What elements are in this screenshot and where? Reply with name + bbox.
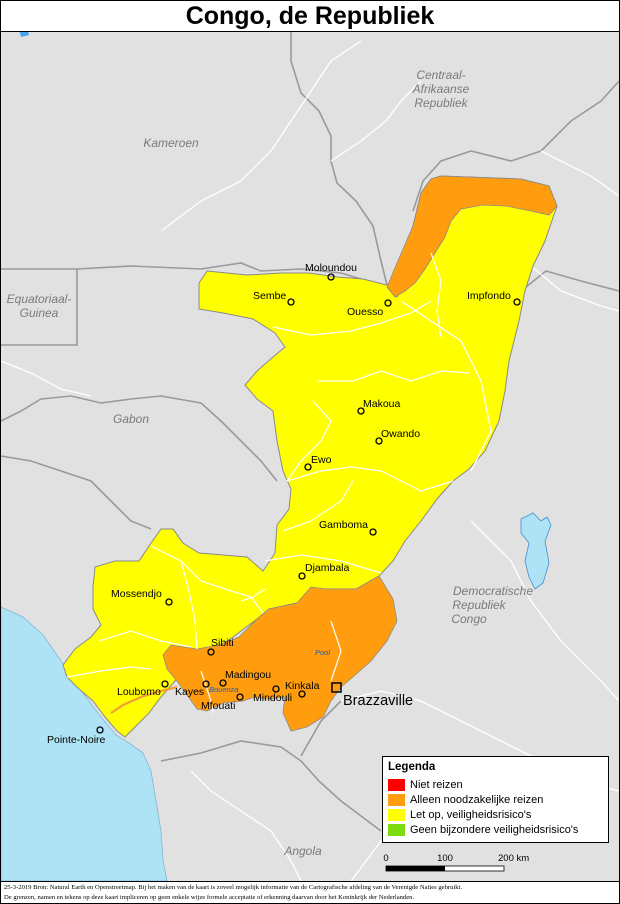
department-borders (66, 252, 470, 714)
legend: Legenda Niet reizen Alleen noodzakelijke… (382, 756, 609, 843)
scale-label-100: 100 (437, 853, 453, 864)
label-bouenza: Bouenza (209, 685, 239, 694)
capital-marker (331, 682, 342, 693)
label-city: Sibiti (211, 637, 234, 649)
city-marker (219, 679, 227, 687)
label-city: Madingou (225, 669, 271, 681)
label-city: Pointe-Noire (47, 734, 106, 746)
atlantic-ocean (1, 606, 168, 881)
label-eq-guinea: Guinea (20, 306, 59, 320)
legend-label: Niet reizen (410, 778, 463, 791)
legend-label: Geen bijzondere veiligheidsrisico's (410, 823, 579, 836)
label-city: Mossendjo (111, 588, 162, 600)
label-drc: Republiek (452, 598, 506, 612)
city-marker (287, 298, 295, 306)
legend-item-geen-risico: Geen bijzondere veiligheidsrisico's (388, 822, 603, 837)
label-city: Kayes (175, 686, 204, 698)
label-city: Mindouli (253, 692, 292, 704)
label-city: Sembe (253, 290, 286, 302)
city-marker (96, 726, 104, 734)
city-marker (207, 648, 215, 656)
lake (520, 512, 552, 590)
label-city: Ouesso (347, 306, 383, 318)
city-marker (513, 298, 521, 306)
legend-label: Let op, veiligheidsrisico's (410, 808, 532, 821)
map-title: Congo, de Republiek (1, 1, 619, 32)
label-car: Republiek (414, 96, 468, 110)
country-borders (1, 32, 619, 832)
city-marker (165, 598, 173, 606)
scale-label-0: 0 (383, 853, 388, 864)
city-marker (304, 463, 312, 471)
label-eq-guinea: Equatoriaal- (7, 292, 72, 306)
label-car: Afrikaanse (412, 82, 470, 96)
label-city: Owando (381, 428, 420, 440)
small-lake (19, 32, 29, 37)
niari-river (110, 685, 178, 714)
label-city: Makoua (363, 398, 401, 410)
label-cameroon: Kameroen (143, 136, 199, 150)
label-pool: Pool (315, 648, 330, 657)
label-car: Centraal- (416, 68, 465, 82)
label-drc: Congo (451, 612, 487, 626)
footer-source: 25-3-2019 Bron: Natural Earth en Openstr… (1, 881, 619, 903)
scale-label-200: 200 km (498, 853, 529, 864)
label-city: Mfouati (201, 700, 235, 712)
map[interactable]: Centraal- Afrikaanse Republiek Kameroen … (1, 32, 619, 881)
congo-orange-south[interactable] (162, 575, 398, 732)
legend-swatch (388, 778, 405, 791)
scale-bar: 0 100 200 km (383, 853, 529, 872)
legend-label: Alleen noodzakelijke reizen (410, 793, 544, 806)
footer-line-2: De grenzen, namen en tekens op deze kaar… (4, 894, 415, 901)
label-drc: Democratische (453, 584, 533, 598)
city-marker (298, 572, 306, 580)
label-city: Gamboma (319, 519, 368, 531)
label-city: Kinkala (285, 680, 320, 692)
label-city: Loubomo (117, 686, 161, 698)
label-city: Moloundou (305, 262, 357, 274)
city-marker (357, 407, 365, 415)
congo-yellow-zone[interactable] (62, 175, 558, 738)
legend-item-alleen-noodzakelijk: Alleen noodzakelijke reizen (388, 792, 603, 807)
city-marker (327, 273, 335, 281)
city-marker (375, 437, 383, 445)
legend-item-niet-reizen: Niet reizen (388, 777, 603, 792)
label-city: Impfondo (467, 290, 511, 302)
label-city: Ewo (311, 454, 332, 466)
city-marker (384, 299, 392, 307)
label-capital: Brazzaville (343, 693, 413, 709)
city-marker (161, 680, 169, 688)
label-angola: Angola (283, 844, 322, 858)
legend-item-let-op: Let op, veiligheidsrisico's (388, 807, 603, 822)
label-gabon: Gabon (113, 412, 149, 426)
city-marker (369, 528, 377, 536)
legend-swatch (388, 823, 405, 836)
city-marker (202, 680, 210, 688)
legend-swatch (388, 808, 405, 821)
footer-line-1: 25-3-2019 Bron: Natural Earth en Openstr… (4, 884, 462, 891)
city-marker (272, 685, 280, 693)
label-city: Djambala (305, 562, 350, 574)
congo-orange-north[interactable] (386, 175, 558, 298)
congo-rivers (240, 300, 492, 602)
city-marker (236, 693, 244, 701)
city-markers (96, 273, 521, 734)
legend-title: Legenda (388, 761, 436, 773)
city-marker (298, 690, 306, 698)
legend-swatch (388, 793, 405, 806)
